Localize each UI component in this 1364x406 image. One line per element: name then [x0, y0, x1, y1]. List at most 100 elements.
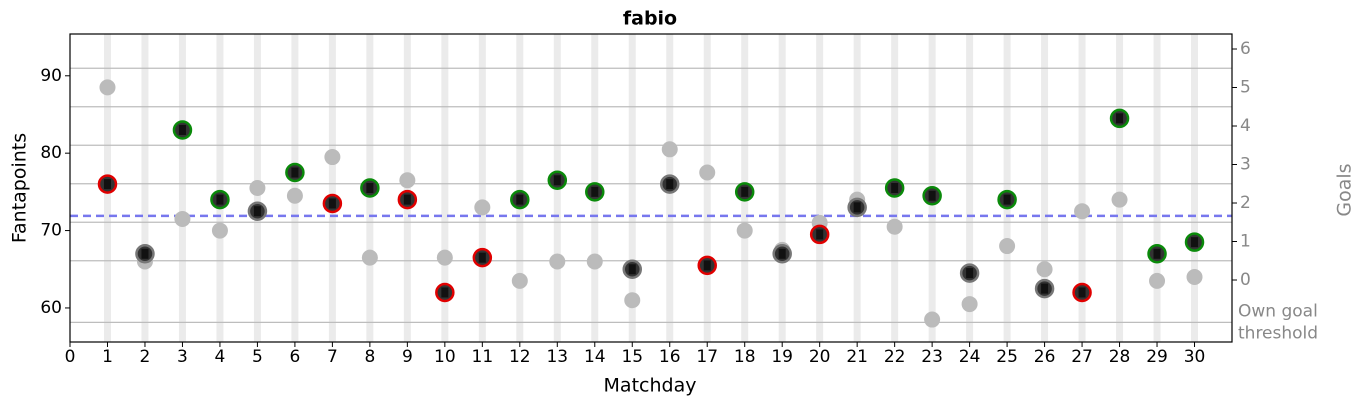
base-point: [436, 249, 453, 266]
x-tick-label: 5: [252, 347, 263, 367]
matchday-band: [178, 34, 186, 342]
x-tick-label: 9: [402, 347, 413, 367]
x-tick-label: 8: [364, 347, 375, 367]
matchday-band: [816, 34, 824, 342]
point-core: [516, 194, 524, 205]
matchday-band: [703, 34, 711, 342]
point-core: [141, 248, 149, 259]
x-tick-label: 25: [996, 347, 1018, 367]
point-core: [966, 268, 974, 279]
x-tick-label: 28: [1109, 347, 1131, 367]
x-tick-label: 21: [846, 347, 868, 367]
base-point: [1036, 261, 1053, 278]
x-tick-label: 12: [509, 347, 531, 367]
base-point: [1074, 203, 1091, 220]
point-core: [1041, 283, 1049, 294]
x-tick-label: 29: [1146, 347, 1168, 367]
matchday-band: [141, 34, 149, 342]
x-tick-label: 7: [327, 347, 338, 367]
point-core: [178, 124, 186, 135]
point-core: [553, 175, 561, 186]
y2-tick-label: 1: [1240, 232, 1251, 252]
y-tick-label: 60: [40, 298, 62, 318]
x-tick-label: 20: [809, 347, 831, 367]
matchday-band: [1116, 34, 1124, 342]
x-tick-label: 27: [1071, 347, 1093, 367]
x-tick-label: 16: [659, 347, 681, 367]
y2-tick-label: 6: [1240, 39, 1251, 59]
chart-title: fabio: [623, 8, 677, 30]
base-point: [1186, 268, 1203, 285]
x-tick-label: 13: [546, 347, 568, 367]
base-point: [324, 149, 341, 166]
point-core: [328, 198, 336, 209]
point-core: [741, 186, 749, 197]
x-tick-label: 6: [289, 347, 300, 367]
base-point: [886, 218, 903, 235]
matchday-band: [1003, 34, 1011, 342]
point-core: [591, 186, 599, 197]
base-point: [736, 222, 753, 239]
matchday-band: [853, 34, 861, 342]
matchday-band: [216, 34, 224, 342]
x-axis-label: Matchday: [604, 375, 697, 397]
base-point: [361, 249, 378, 266]
point-core: [816, 229, 824, 240]
point-core: [366, 183, 374, 193]
point-core: [253, 206, 261, 217]
base-point: [699, 164, 716, 181]
x-tick-label: 17: [696, 347, 718, 367]
x-tick-label: 15: [621, 347, 643, 367]
point-core: [478, 252, 486, 263]
base-point: [249, 180, 266, 196]
x-tick-label: 4: [215, 347, 226, 367]
x-tick-label: 10: [434, 347, 456, 367]
point-core: [1116, 113, 1124, 124]
x-tick-label: 14: [584, 347, 606, 367]
matchday-band: [478, 34, 486, 342]
point-core: [853, 202, 861, 213]
plot-area: [70, 34, 1232, 342]
base-point: [511, 272, 528, 289]
x-tick-label: 0: [65, 347, 76, 367]
base-point: [99, 79, 116, 96]
x-tick-label: 24: [959, 347, 981, 367]
matchday-band: [778, 34, 786, 342]
x-tick-label: 23: [921, 347, 943, 367]
y2-tick-label: Own goal threshold: [1238, 301, 1318, 343]
y2-tick-label: 2: [1240, 193, 1251, 213]
matchday-band: [328, 34, 336, 342]
plot-frame: [69, 33, 1233, 343]
point-core: [628, 264, 636, 275]
base-point: [549, 253, 566, 270]
x-tick-label: 3: [177, 347, 188, 367]
matchday-band: [628, 34, 636, 342]
y-tick-label: 80: [40, 143, 62, 163]
point-core: [928, 190, 936, 201]
base-point: [174, 210, 191, 227]
y2-tick-label: 4: [1240, 116, 1251, 136]
matchday-band: [1153, 34, 1161, 342]
base-point: [1111, 191, 1128, 208]
x-tick-label: 2: [140, 347, 151, 367]
point-core: [703, 260, 711, 271]
matchday-band: [516, 34, 524, 342]
base-point: [661, 141, 678, 158]
matchday-band: [1191, 34, 1199, 342]
x-tick-label: 11: [472, 347, 494, 367]
y2-tick-label: 5: [1240, 78, 1251, 98]
x-tick-label: 19: [771, 347, 793, 367]
base-point: [399, 172, 416, 189]
point-core: [778, 248, 786, 259]
point-core: [403, 194, 411, 205]
base-point: [474, 199, 491, 216]
matchday-band: [1078, 34, 1086, 342]
x-tick-label: 30: [1184, 347, 1206, 367]
base-point: [1149, 272, 1166, 289]
point-core: [291, 167, 299, 178]
point-core: [216, 194, 224, 205]
matchday-band: [441, 34, 449, 342]
y2-tick-label: 0: [1240, 270, 1251, 290]
point-core: [891, 183, 899, 193]
